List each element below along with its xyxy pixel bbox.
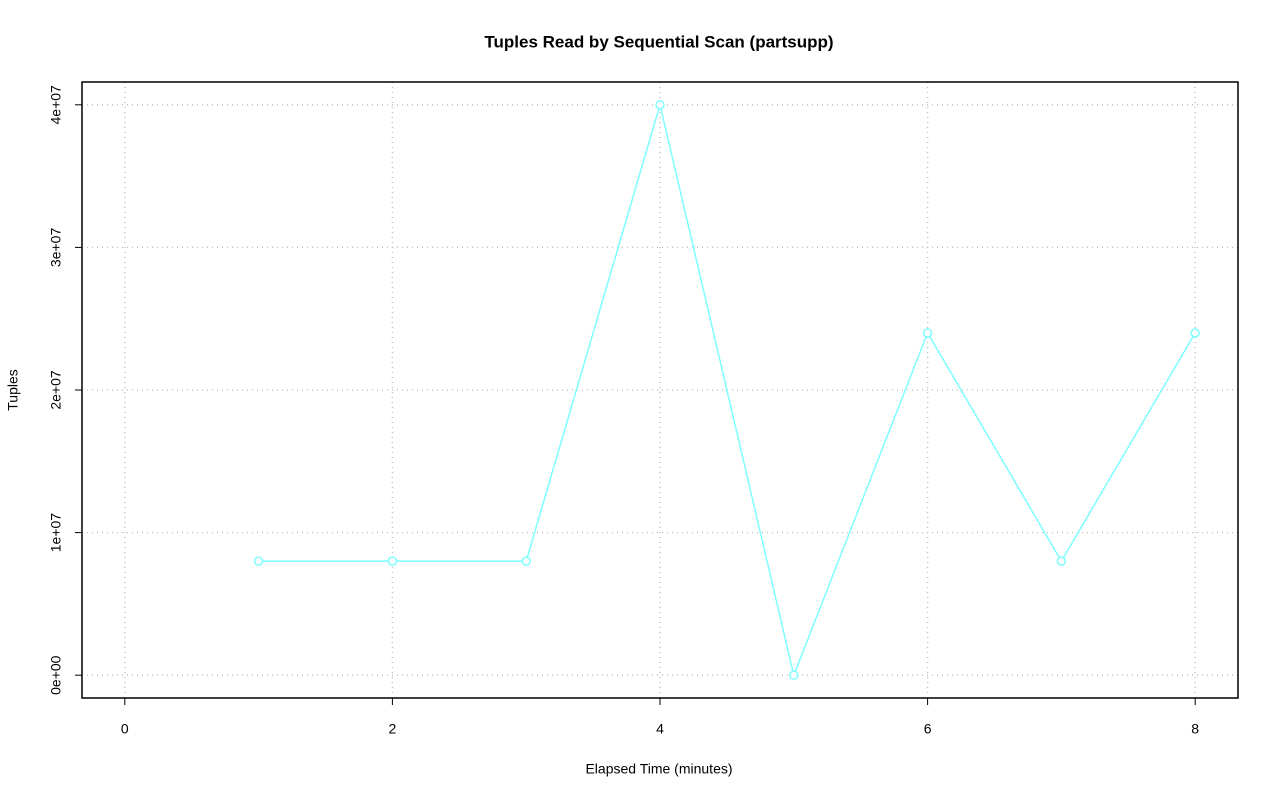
x-tick-label: 8: [1191, 721, 1199, 737]
plot-frame: [81, 81, 1239, 699]
x-axis-label: Elapsed Time (minutes): [585, 761, 732, 777]
point: [1056, 556, 1067, 566]
point: [387, 556, 398, 566]
point: [1190, 328, 1200, 338]
y-tick-label: 2e+07: [48, 370, 64, 410]
y-tick-label: 1e+07: [48, 513, 64, 553]
y-axis-label: Tuples: [5, 369, 21, 411]
point: [521, 556, 531, 566]
y-tick-label: 0e+00: [48, 655, 64, 695]
point: [922, 328, 933, 338]
point: [789, 670, 799, 680]
point: [655, 100, 665, 110]
chart-title: Tuples Read by Sequential Scan (partsupp…: [484, 32, 833, 51]
x-tick-label: 6: [924, 721, 932, 737]
point: [253, 556, 264, 566]
y-tick-label: 3e+07: [48, 228, 64, 268]
x-tick-label: 0: [121, 721, 129, 737]
x-tick-label: 4: [656, 721, 664, 737]
y-tick-label: 4e+07: [48, 85, 64, 125]
line: [258, 101, 1196, 678]
x-tick-label: 2: [389, 721, 397, 737]
